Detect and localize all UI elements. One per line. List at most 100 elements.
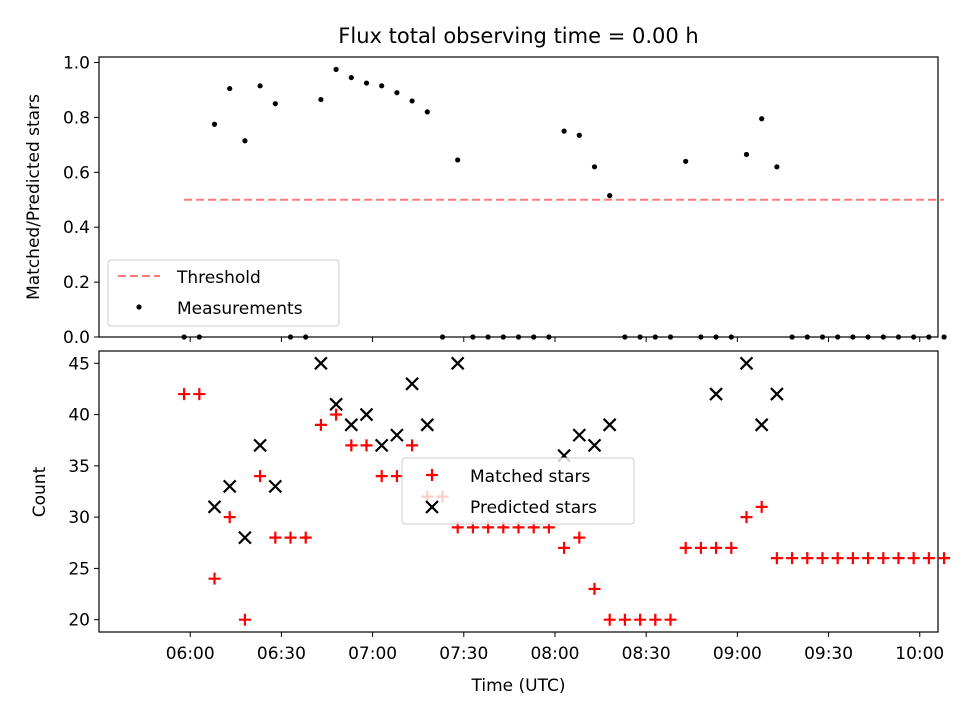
matched-star-point [679,541,692,554]
predicted-star-point [374,438,389,453]
measurement-point [485,334,491,340]
measurement-point [728,334,734,340]
measurement-point [774,164,780,170]
predicted-star-point [770,387,784,401]
matched-star-point [801,552,814,565]
matched-star-point [603,613,616,626]
measurement-point [835,334,841,340]
bottom-y-tick-label: 35 [68,457,90,477]
predicted-star-point [253,438,267,453]
measurement-point [561,128,567,134]
measurement-point [576,132,582,138]
measurement-point [895,334,902,340]
top-y-tick-label: 0.0 [63,328,90,348]
matched-star-point [786,552,799,565]
matched-star-point [588,582,601,595]
top-marks [181,66,947,340]
predicted-star-point [207,500,222,514]
predicted-star-point [359,407,374,422]
matched-star-point [573,531,586,544]
matched-star-point [664,613,677,626]
matched-star-point [178,388,191,401]
measurement-point [622,334,628,340]
predicted-star-point [420,418,435,432]
matched-star-point [208,572,221,585]
matched-star-point [770,552,783,565]
matched-star-point [710,541,723,554]
matched-star-point [740,511,753,524]
matched-star-point [284,531,297,544]
measurement-point [455,157,461,163]
measurement-point [880,334,886,340]
predicted-star-point [754,418,769,432]
matched-star-point [907,552,920,565]
bottom-x-ticks: 06:00 06:30 07:00 07:30 08:00 08:30 09:00 09:30… [166,632,944,664]
top-y-tick-label: 1.0 [63,53,90,73]
matched-star-point [816,552,829,565]
measurement-point [819,334,826,340]
top-legend: Threshold Measurements [107,259,340,327]
measurement-point [470,334,476,340]
matched-star-point [254,470,267,483]
matched-star-point [375,470,388,483]
measurement-point [333,66,339,72]
matched-star-point [406,439,419,452]
matched-star-point [330,408,343,421]
measurement-point [439,334,446,340]
matched-star-point [193,388,206,401]
matched-star-point [345,439,358,452]
measurement-point [637,334,643,340]
x-tick-label: 06:00 [166,644,215,664]
measurement-point [181,334,187,340]
measurement-point [242,138,248,144]
matched-star-point [922,552,935,565]
chart-title: Flux total observing time = 0.00 h [338,24,698,48]
matched-star-point [831,552,844,565]
top-y-axis-label: Matched/Predicted stars [24,94,44,300]
measurement-point [196,334,202,340]
matched-star-point [314,418,327,431]
top-y-tick-label: 0.2 [63,273,90,293]
top-y-ticks: 0.0 0.2 0.4 0.6 0.8 1.0 [63,53,99,348]
matched-star-point [862,552,875,565]
measurement-point [607,193,613,199]
bottom-legend: Matched stars Predicted stars [401,457,635,525]
predicted-star-point [268,479,283,494]
top-y-tick-label: 0.4 [63,218,90,238]
predicted-star-point [739,356,754,371]
matched-star-point [938,552,951,565]
bottom-legend-box [401,457,635,525]
measurement-point [272,101,278,107]
x-axis-label: Time (UTC) [471,676,566,696]
predicted-star-point [587,438,602,453]
legend-threshold-label: Threshold [176,268,261,288]
measurement-point [713,334,719,340]
legend-matched-label: Matched stars [470,467,590,487]
measurement-point [531,334,537,340]
measurement-point [211,121,218,127]
measurement-point [409,98,415,104]
measurement-point [683,158,689,164]
predicted-star-point [602,418,617,432]
predicted-star-point [390,428,404,442]
bottom-y-tick-label: 30 [68,508,90,528]
measurement-point [515,334,522,340]
top-panel: 0.0 0.2 0.4 0.6 0.8 1.0 Matched/Predicted sta… [24,53,947,348]
measurement-point [759,116,765,122]
x-tick-label: 09:30 [804,644,853,664]
measurement-point [652,334,658,340]
measurement-point [667,334,674,340]
predicted-star-point [238,530,252,545]
matched-star-point [892,552,905,565]
top-legend-box [107,259,340,327]
bottom-y-tick-label: 45 [68,354,90,374]
matched-star-point [269,531,282,544]
measurement-point [379,83,385,89]
measurement-point [546,334,552,340]
measurement-point [394,90,400,96]
matched-star-point [694,541,707,554]
legend-measurements-label: Measurements [177,299,303,319]
bottom-y-tick-label: 25 [68,559,90,579]
bottom-panel: 20 25 30 35 40 45 06:00 06:30 07:00 07:30 08:00 08… [30,350,951,696]
predicted-star-point [222,479,237,494]
